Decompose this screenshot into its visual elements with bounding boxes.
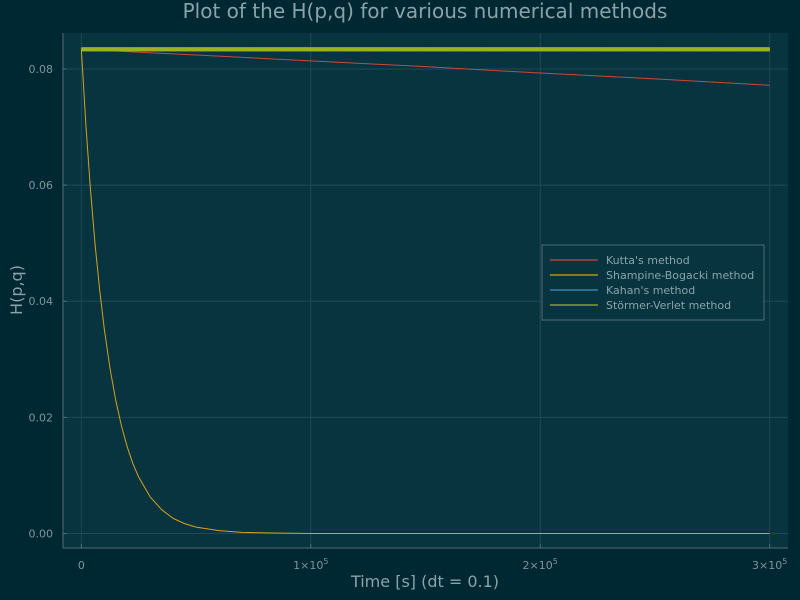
legend-label-0: Kutta's method [606, 254, 690, 267]
y-tick-label: 0.08 [29, 63, 54, 76]
y-axis-label: H(p,q) [7, 265, 26, 315]
x-tick-label: 3×105 [752, 557, 787, 572]
legend-box [541, 244, 765, 321]
x-tick-label: 0 [78, 559, 85, 572]
legend: Kutta's method Shampine-Bogacki method Kah… [541, 244, 765, 321]
legend-label-2: Kahan's method [606, 284, 695, 297]
x-tick-label: 2×105 [523, 557, 558, 572]
series-layer [80, 47, 771, 534]
y-tick-label: 0.06 [29, 179, 54, 192]
legend-label-1: Shampine-Bogacki method [606, 269, 754, 282]
y-tick-label: 0.00 [29, 527, 54, 540]
series-line-0 [81, 48, 770, 86]
x-axis-label: Time [s] (dt = 0.1) [350, 572, 499, 591]
legend-label-3: Störmer-Verlet method [606, 299, 731, 312]
y-tick-label: 0.04 [29, 295, 54, 308]
series-line-1 [80, 49, 770, 534]
y-tick-label: 0.02 [29, 411, 54, 424]
series-line-3 [80, 47, 771, 52]
x-ticks: 0 1×105 2×105 3×105 [78, 544, 787, 572]
chart-title: Plot of the H(p,q) for various numerical… [183, 0, 668, 23]
axes [62, 33, 788, 549]
x-tick-label: 1×105 [293, 557, 328, 572]
y-ticks: 0.00 0.02 0.04 0.06 0.08 [29, 63, 67, 540]
